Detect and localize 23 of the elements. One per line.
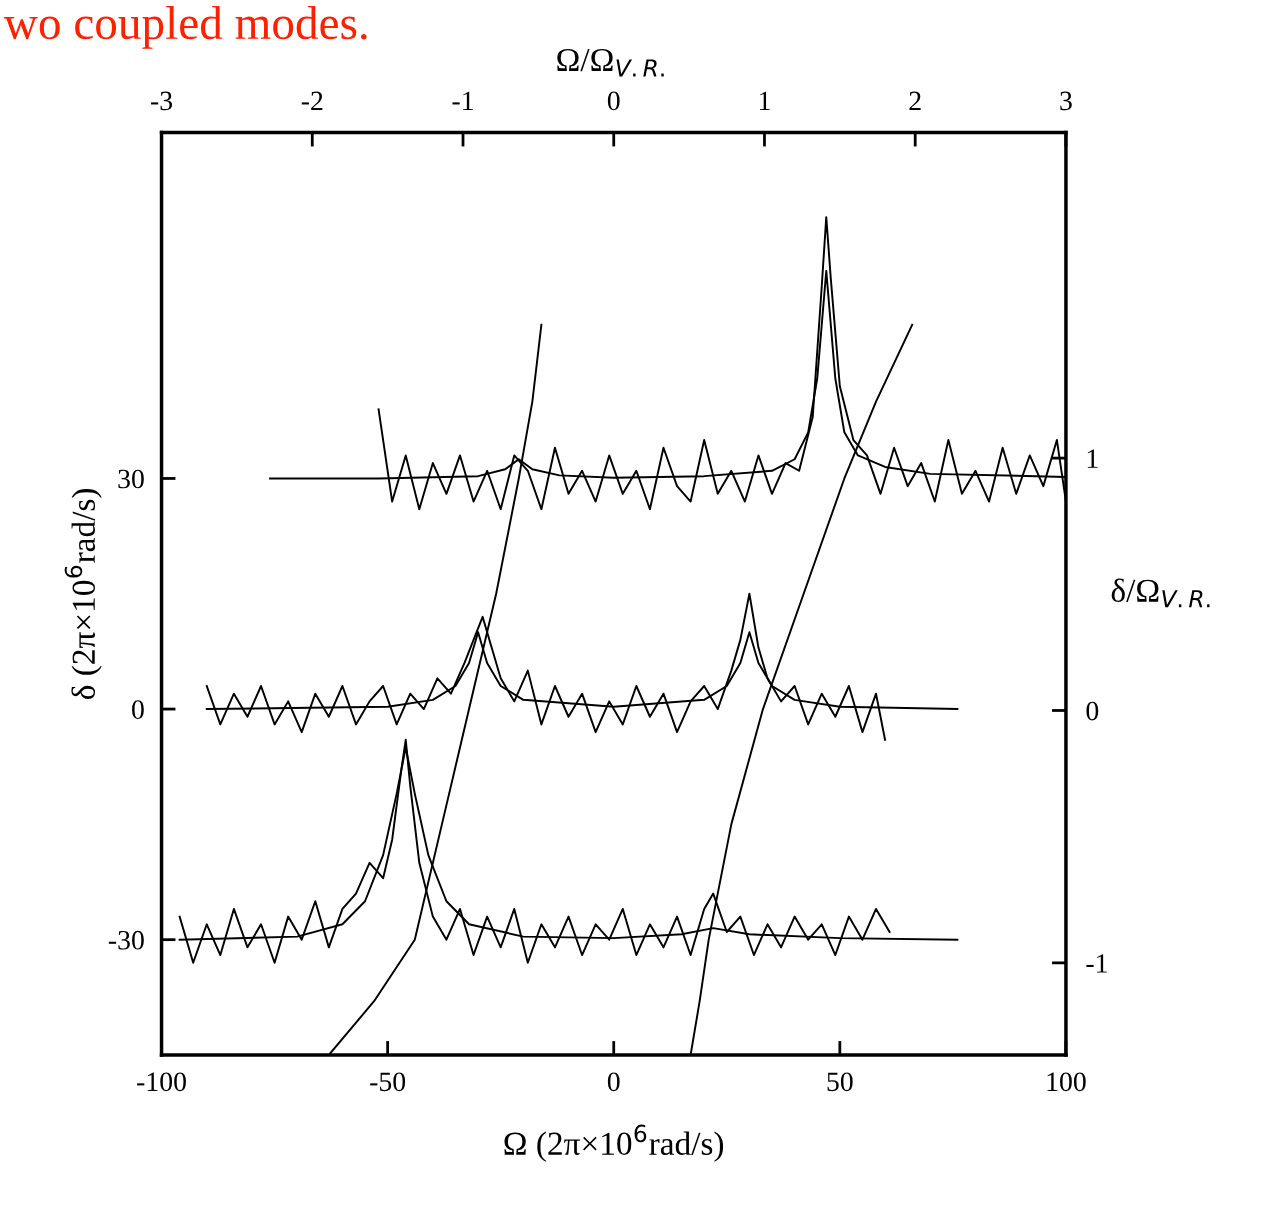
x2-tick-label: 1 (759, 91, 770, 110)
x2-tick-label: -3 (151, 91, 173, 111)
x2-tick-label: 0 (607, 91, 620, 111)
x2-axis-title: Ω/Ω$_{V.R.}$ (557, 48, 664, 77)
x-tick-label: 100 (1047, 1072, 1086, 1092)
y2-axis-title: δ/Ω$_{V.R.}$ (1111, 578, 1210, 608)
y2-tick-label: 1 (1087, 449, 1098, 468)
x-tick-label: 0 (607, 1072, 620, 1092)
y2-tick-label: -1 (1086, 954, 1107, 973)
x-tick-label: 50 (827, 1072, 853, 1092)
x-tick-label: -50 (370, 1072, 406, 1092)
x-axis-title: Ω (2π×10$^{6}$rad/s) (504, 1124, 724, 1162)
y-tick-label: -30 (108, 930, 144, 950)
x2-tick-label: 3 (1060, 91, 1072, 111)
y-axis-title: δ (2π×10$^{6}$rad/s) (64, 488, 102, 700)
x-tick-label: -100 (137, 1072, 186, 1092)
y-tick-label: 0 (132, 700, 144, 719)
x2-tick-label: 2 (909, 91, 921, 110)
x2-tick-label: -1 (452, 91, 473, 110)
x2-tick-label: -2 (301, 91, 323, 110)
text: wo coupled modes. (3, 6, 367, 49)
y2-tick-label: 0 (1086, 701, 1099, 721)
y-tick-label: 30 (118, 469, 144, 489)
